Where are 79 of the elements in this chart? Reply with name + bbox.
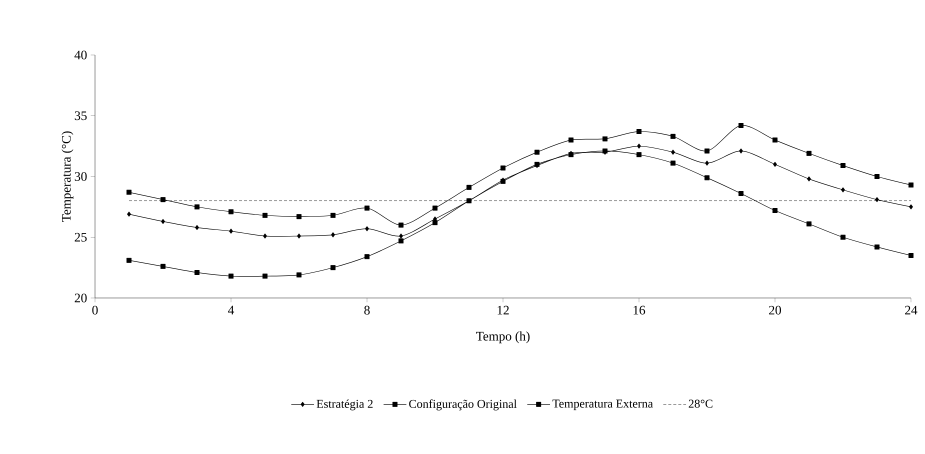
legend-label: Temperatura Externa (552, 400, 653, 410)
y-tick-label: 40 (74, 50, 87, 60)
point (127, 212, 131, 217)
point (704, 148, 710, 154)
point (228, 274, 234, 279)
point (671, 150, 675, 155)
y-tick-label: 30 (74, 172, 87, 181)
point (568, 138, 574, 143)
x-tick-label: 4 (228, 306, 234, 314)
point (841, 187, 845, 192)
point (296, 214, 302, 220)
point (398, 238, 404, 244)
point (330, 212, 336, 218)
point (875, 197, 879, 202)
point (874, 174, 880, 179)
point (705, 160, 709, 166)
x-tick-label: 24 (905, 306, 918, 314)
point (773, 162, 777, 167)
point (229, 228, 233, 234)
point (840, 163, 846, 168)
point (194, 204, 200, 210)
point (602, 136, 608, 142)
point (670, 134, 676, 139)
y-tick-label: 35 (74, 111, 87, 120)
point (228, 209, 234, 214)
point (365, 226, 369, 232)
point (330, 265, 336, 270)
point (874, 244, 880, 250)
legend-label: 28°C (688, 400, 712, 408)
point (908, 182, 914, 188)
point (126, 258, 132, 263)
point (194, 270, 200, 275)
x-tick-label: 16 (634, 306, 646, 315)
point (636, 129, 642, 134)
point (160, 197, 166, 202)
point (772, 138, 778, 143)
point (637, 144, 641, 149)
point (738, 191, 744, 196)
x-tick-label: 8 (364, 306, 370, 315)
point (739, 148, 743, 154)
x-tick-label: 12 (498, 306, 509, 314)
x-tick-label: 20 (769, 306, 782, 315)
legend-label: Estratégia 2 (316, 399, 373, 410)
point (738, 122, 744, 128)
point (534, 150, 540, 155)
point (466, 184, 472, 190)
point (364, 206, 370, 211)
point (296, 272, 302, 278)
point (262, 212, 268, 218)
point (772, 208, 778, 214)
point (161, 218, 165, 224)
point (297, 234, 301, 239)
x-axis-title: Tempo (h) (476, 331, 530, 344)
point (840, 234, 846, 240)
point (195, 225, 199, 230)
point (432, 206, 438, 211)
point (909, 204, 913, 210)
point (806, 221, 812, 226)
point (398, 222, 404, 228)
point (364, 254, 370, 260)
point (160, 264, 166, 269)
point (399, 234, 403, 239)
point (806, 150, 812, 156)
point (670, 160, 676, 166)
point (908, 252, 914, 258)
point (704, 175, 710, 180)
point (126, 190, 132, 195)
point (262, 274, 268, 279)
point (807, 176, 811, 182)
point (263, 234, 267, 239)
legend-label: Configuração Original (409, 399, 517, 410)
point (500, 165, 506, 170)
y-axis-title: Temperatura (°C) (62, 131, 74, 222)
x-tick-label: 0 (92, 306, 98, 315)
point (636, 152, 642, 158)
y-tick-label: 20 (74, 294, 87, 302)
point (432, 220, 438, 226)
y-tick-label: 25 (74, 232, 87, 242)
point (331, 232, 335, 238)
